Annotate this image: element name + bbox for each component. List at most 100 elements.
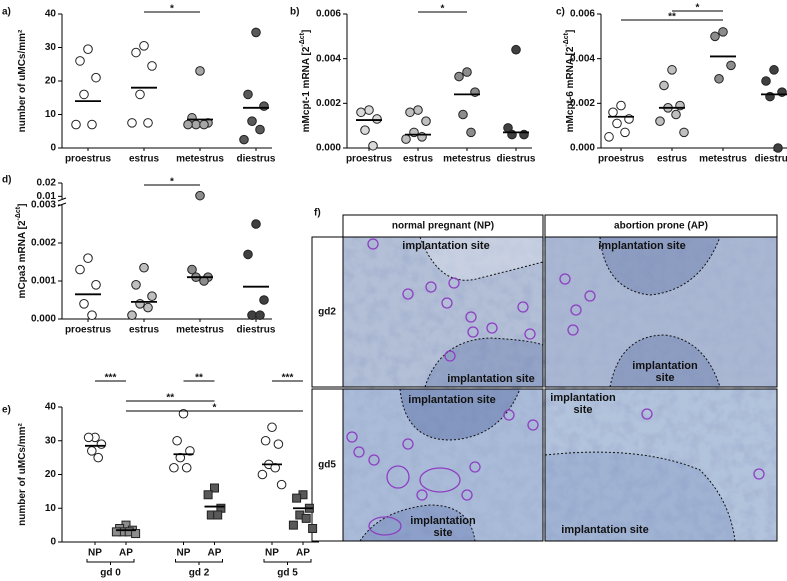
x-tick-label: proestrus: [65, 325, 112, 336]
group-label: gd 5: [277, 568, 298, 579]
implantation-label: implantation site: [598, 240, 686, 252]
data-point: [260, 435, 271, 446]
data-point: [91, 280, 101, 290]
data-point: [454, 71, 464, 82]
data-point: [267, 422, 277, 433]
data-point: [360, 125, 370, 135]
data-point: [356, 107, 366, 118]
y-axis-label-sup: -Δct: [15, 206, 22, 220]
table-frame: [311, 214, 778, 542]
implantation-boundary: [359, 504, 476, 542]
y-axis-label-text: number of uMCs/mm²: [17, 422, 28, 525]
data-point: [87, 119, 97, 130]
label-box: implantation site: [402, 240, 489, 252]
y-axis-label-sup: -Δct: [563, 32, 570, 46]
y-tick-label: 0.01: [37, 191, 57, 202]
data-point: [111, 527, 121, 537]
data-point: [255, 124, 265, 135]
data-point: [243, 89, 253, 100]
data-point: [139, 41, 149, 51]
implantation-boundary: [424, 337, 544, 388]
x-tick-label: NP: [88, 548, 102, 559]
data-point: [671, 109, 681, 120]
y-axis-label: mMcpt-6 mRNA [2-Δct]: [563, 30, 576, 133]
data-point: [96, 439, 107, 449]
data-point: [195, 190, 205, 201]
data-point: [239, 134, 249, 145]
data-point: [75, 264, 85, 275]
data-point: [301, 513, 311, 523]
x-tick-label: estrus: [657, 154, 687, 165]
data-point: [127, 310, 137, 321]
data-point: [368, 140, 378, 151]
x-tick-label: estrus: [129, 325, 159, 336]
significance-label: *: [170, 4, 174, 15]
group-bracket: [263, 559, 312, 565]
x-tick-label: NP: [177, 548, 191, 559]
y-tick-label: 0.000: [570, 143, 595, 154]
data-point: [247, 116, 257, 126]
x-tick-label: estrus: [403, 154, 433, 165]
data-point: [718, 27, 728, 37]
row-header: gd5: [318, 460, 336, 471]
y-tick-label: 0.004: [570, 53, 595, 64]
y-axis-label-text: number of uMCs/mm²: [17, 29, 28, 132]
y-tick-label: 20: [45, 76, 57, 87]
label-box: implantation site: [598, 240, 686, 252]
data-point: [413, 105, 423, 115]
data-point: [667, 65, 677, 75]
label-box: implantation site: [447, 373, 534, 385]
significance-label: ***: [282, 373, 294, 384]
group-bracket: [175, 559, 223, 565]
y-tick-label: 10: [45, 109, 57, 120]
panel-label: c): [556, 7, 565, 18]
data-point: [127, 118, 137, 128]
data-point: [458, 109, 468, 120]
panel-label: e): [2, 405, 11, 416]
data-point: [616, 100, 626, 111]
label-box: implantation site: [632, 360, 698, 384]
x-tick-label: diestrus: [497, 154, 536, 165]
data-point: [181, 462, 192, 473]
y-tick-label: 40: [45, 402, 57, 413]
data-point: [726, 60, 736, 71]
data-point: [93, 452, 103, 463]
y-axis-label-end: ]: [565, 30, 576, 33]
data-point: [187, 264, 197, 275]
x-tick-label: AP: [208, 548, 222, 559]
panel-label: b): [290, 7, 299, 18]
y-tick-label: 0.002: [570, 98, 595, 109]
data-point: [288, 520, 298, 530]
significance-label: **: [166, 393, 174, 404]
y-axis-label-text: mMcpt-1 mRNA [2: [301, 46, 312, 132]
data-point: [172, 435, 182, 446]
significance-label: *: [696, 3, 700, 14]
data-point: [131, 47, 141, 58]
implantation-boundary: [399, 388, 521, 441]
y-axis-label: mMcpt-1 mRNA [2-Δct]: [299, 30, 312, 133]
data-point: [401, 134, 411, 144]
data-point: [276, 479, 287, 490]
data-point: [251, 27, 261, 38]
implantation-boundary: [599, 236, 721, 296]
data-point: [87, 310, 97, 321]
data-point: [620, 127, 630, 138]
data-point: [270, 462, 281, 473]
significance-label: *: [441, 4, 445, 15]
data-point: [199, 119, 209, 130]
y-axis-label-end: ]: [301, 30, 312, 33]
y-tick-label: 0.003: [31, 200, 56, 211]
data-point: [247, 310, 257, 321]
y-tick-label: 0: [50, 143, 56, 154]
data-point: [131, 280, 141, 290]
y-tick-label: 0.002: [316, 98, 341, 109]
data-point: [143, 302, 153, 313]
x-tick-label: diestrus: [755, 154, 787, 165]
implantation-label: implantation site: [550, 392, 616, 416]
significance-label: *: [170, 177, 174, 188]
x-tick-label: metestrus: [176, 325, 224, 336]
data-point: [292, 493, 302, 503]
data-point: [372, 114, 382, 124]
x-tick-label: proestrus: [346, 154, 393, 165]
implantation-label: implantation site: [632, 360, 698, 384]
